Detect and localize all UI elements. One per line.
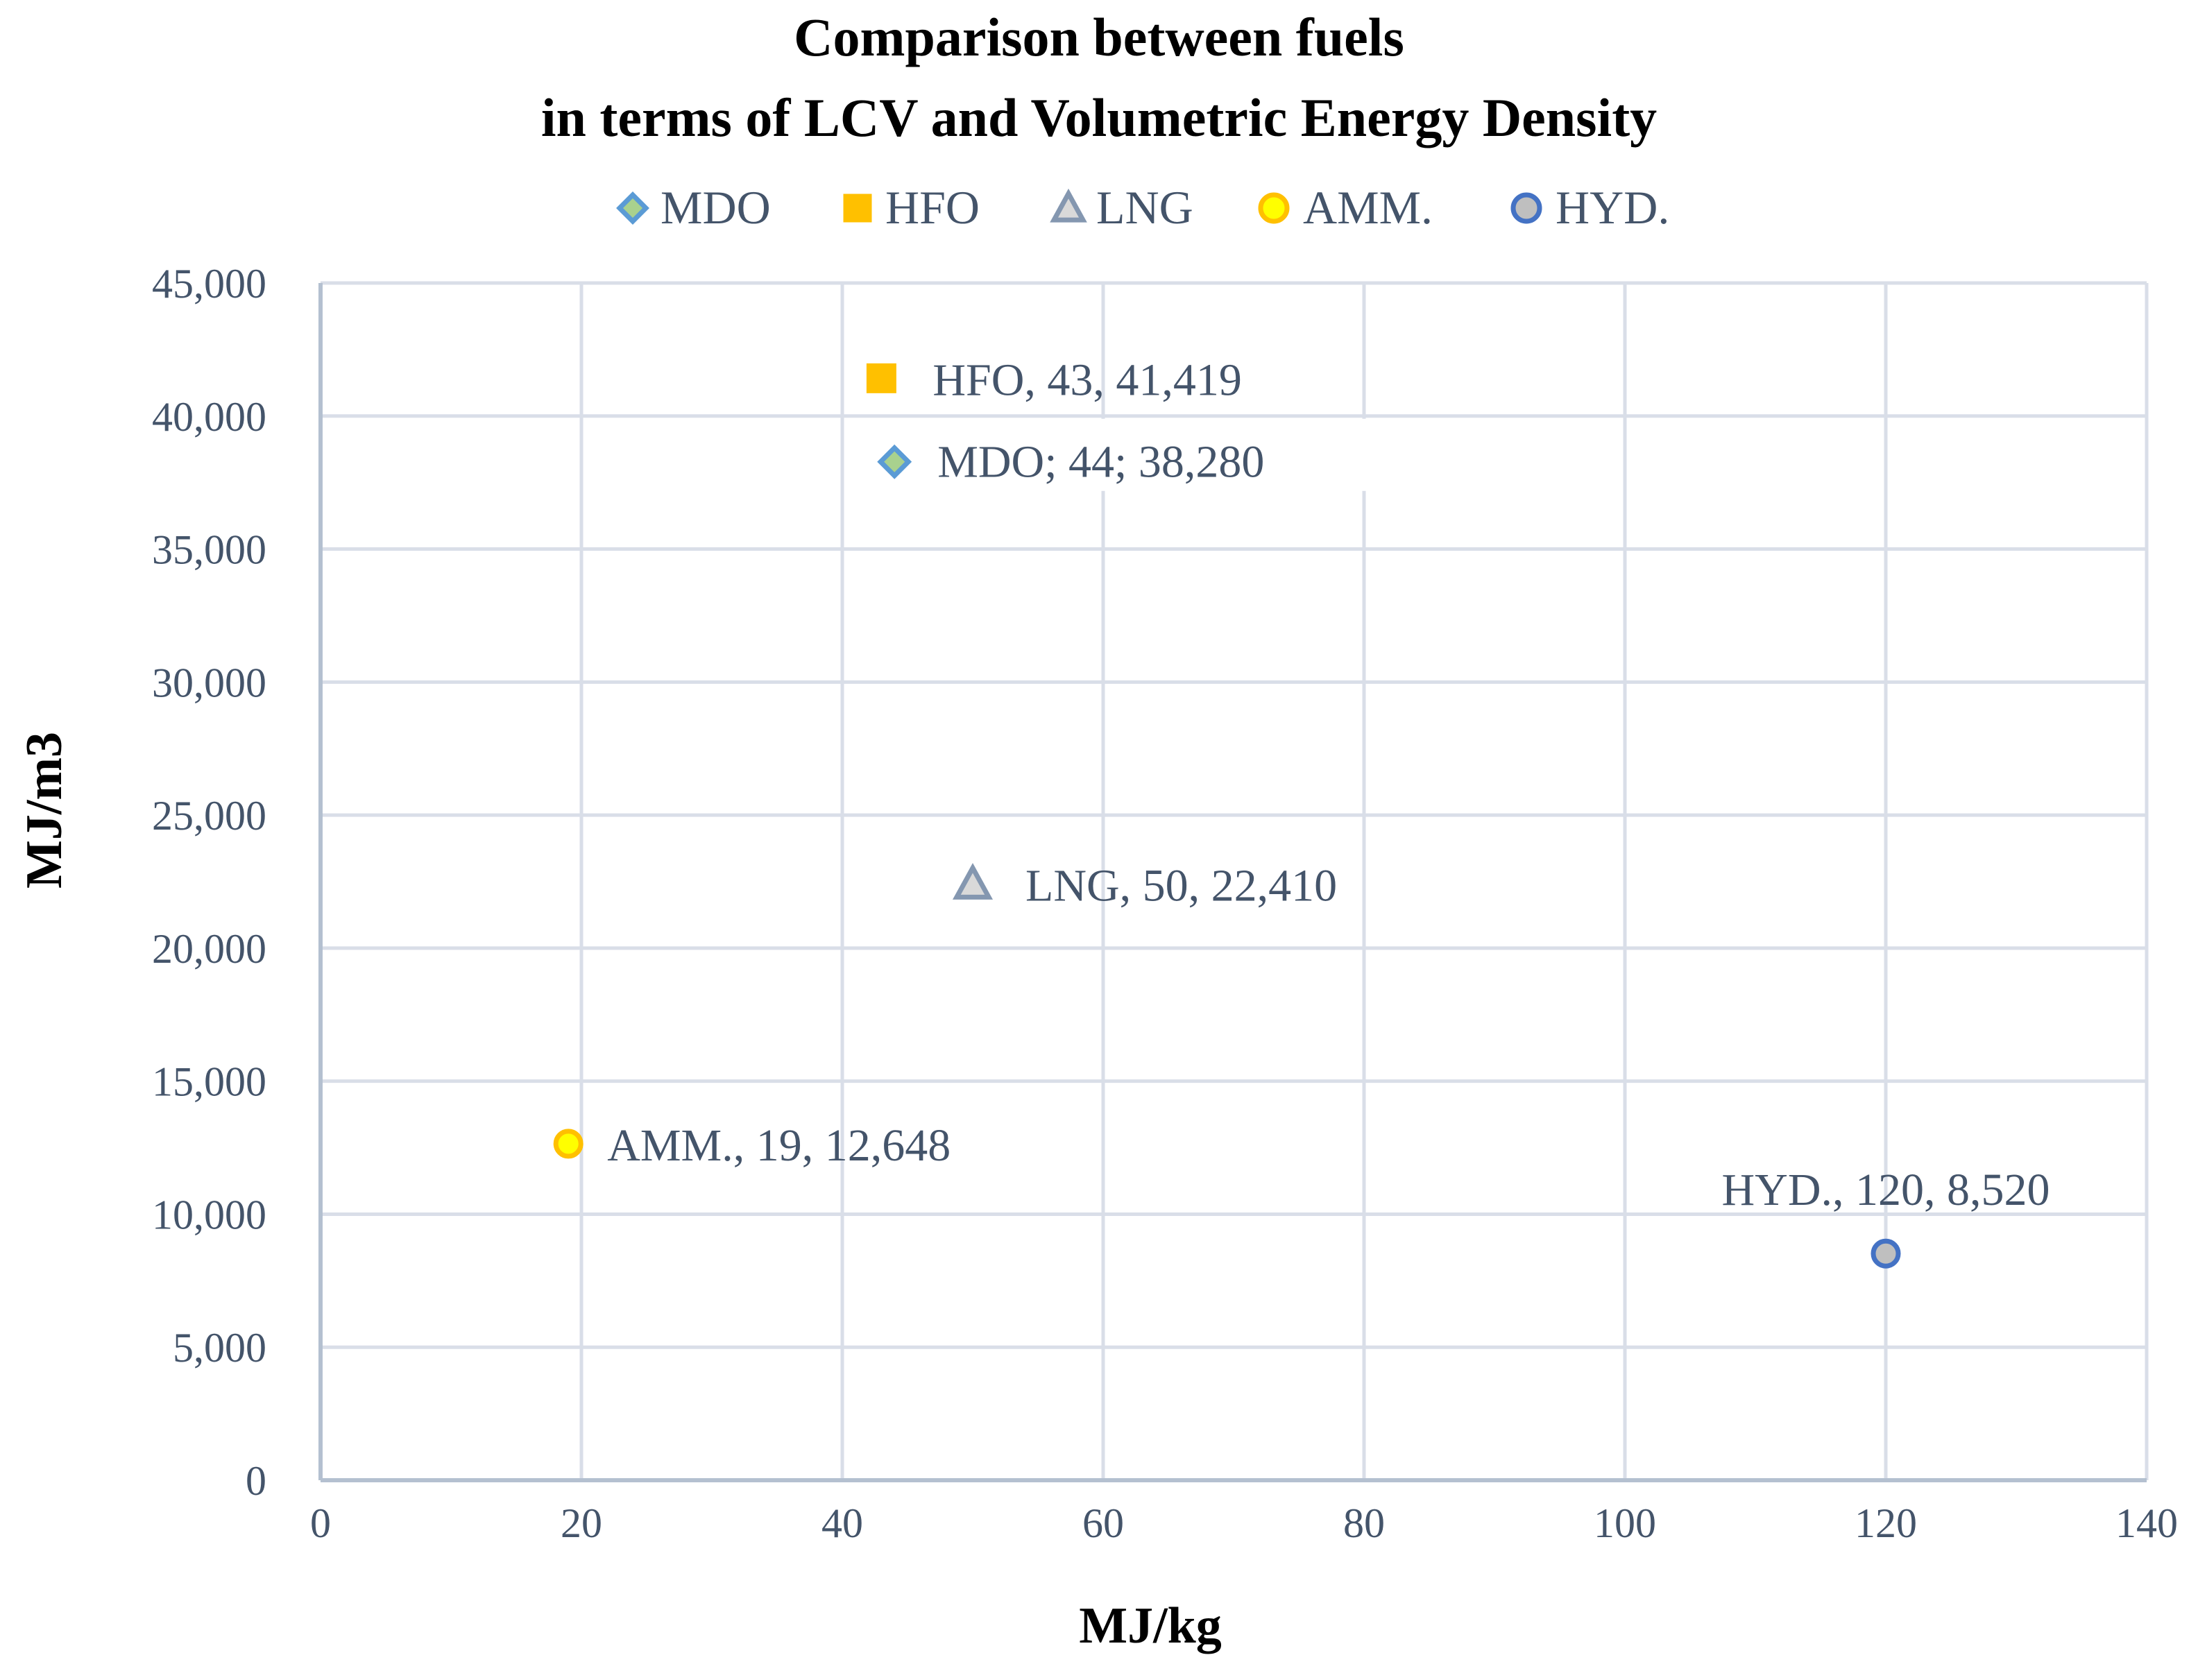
legend-marker-circle (1258, 192, 1290, 224)
legend-item-hfo: HFO (843, 181, 980, 234)
data-points (553, 363, 1901, 1269)
legend-label: HFO (885, 181, 980, 234)
x-tick-label: 100 (1594, 1500, 1656, 1546)
tick-labels: 0 20 40 60 80 100 120 140 0 5,000 10,000 15,000 20,0… (152, 261, 2178, 1546)
data-point-marker (553, 1129, 583, 1159)
point-amm (553, 1129, 583, 1159)
y-tick-label: 5,000 (173, 1325, 266, 1371)
x-tick-label: 40 (821, 1500, 863, 1546)
data-labels: MDO; 44; 38,280 HFO, 43, 41,419 LNG, 50, 2… (607, 354, 2050, 1215)
y-tick-label: 10,000 (152, 1192, 266, 1237)
data-label-mdo: MDO; 44; 38,280 (937, 437, 1264, 488)
legend-label: MDO (661, 181, 771, 234)
legend-marker-circle (1510, 192, 1542, 224)
x-tick-label: 80 (1343, 1500, 1385, 1546)
legend-marker-square (843, 194, 872, 223)
legend-marker-triangle (1050, 188, 1087, 223)
x-axis-title: MJ/kg (1079, 1597, 1222, 1654)
y-tick-label: 35,000 (152, 527, 266, 573)
legend-label: HYD. (1556, 181, 1669, 234)
legend: MDO HFO LNG AMM. HYD. (616, 181, 1669, 234)
y-axis-title-text: MJ/m3 (16, 732, 73, 889)
legend-item-mdo: MDO (616, 181, 771, 234)
x-tick-label: 140 (2115, 1500, 2178, 1546)
data-label-background (853, 418, 1402, 491)
legend-item-amm: AMM. (1258, 181, 1433, 234)
y-tick-label: 45,000 (152, 261, 266, 307)
y-axis-title: MJ/m3 (16, 732, 73, 889)
x-tick-label: 120 (1855, 1500, 1917, 1546)
y-tick-label: 0 (246, 1458, 266, 1504)
x-tick-label: 20 (561, 1500, 602, 1546)
legend-item-hyd: HYD. (1510, 181, 1669, 234)
data-point-marker (952, 863, 994, 900)
data-label-lng: LNG, 50, 22,410 (1025, 860, 1337, 911)
y-tick-label: 30,000 (152, 660, 266, 705)
chart-title-line-2: in terms of LCV and Volumetric Energy De… (541, 87, 1657, 148)
data-label-hfo: HFO, 43, 41,419 (932, 354, 1242, 405)
point-hfo (866, 363, 896, 393)
y-tick-label: 15,000 (152, 1059, 266, 1105)
y-tick-label: 40,000 (152, 394, 266, 440)
point-mdo (877, 444, 912, 479)
chart-title-line-1: Comparison between fuels (794, 7, 1404, 67)
data-point-marker (877, 444, 912, 479)
y-tick-label: 20,000 (152, 926, 266, 972)
x-tick-label: 60 (1082, 1500, 1124, 1546)
gridlines (321, 281, 2149, 1480)
data-label-amm: AMM., 19, 12,648 (607, 1120, 951, 1171)
point-lng (952, 863, 994, 900)
legend-label: LNG (1096, 181, 1193, 234)
axes (318, 283, 2147, 1482)
x-tick-label: 0 (310, 1500, 331, 1546)
chart-title: Comparison between fuels in terms of LCV… (541, 7, 1657, 148)
data-point-marker (1871, 1238, 1901, 1269)
y-tick-label: 25,000 (152, 793, 266, 839)
legend-marker-diamond (616, 191, 649, 225)
point-hyd (1871, 1238, 1901, 1269)
data-point-marker (866, 363, 896, 393)
legend-item-lng: LNG (1050, 181, 1193, 234)
legend-label: AMM. (1303, 181, 1433, 234)
data-label-hyd: HYD., 120, 8,520 (1722, 1165, 2050, 1215)
